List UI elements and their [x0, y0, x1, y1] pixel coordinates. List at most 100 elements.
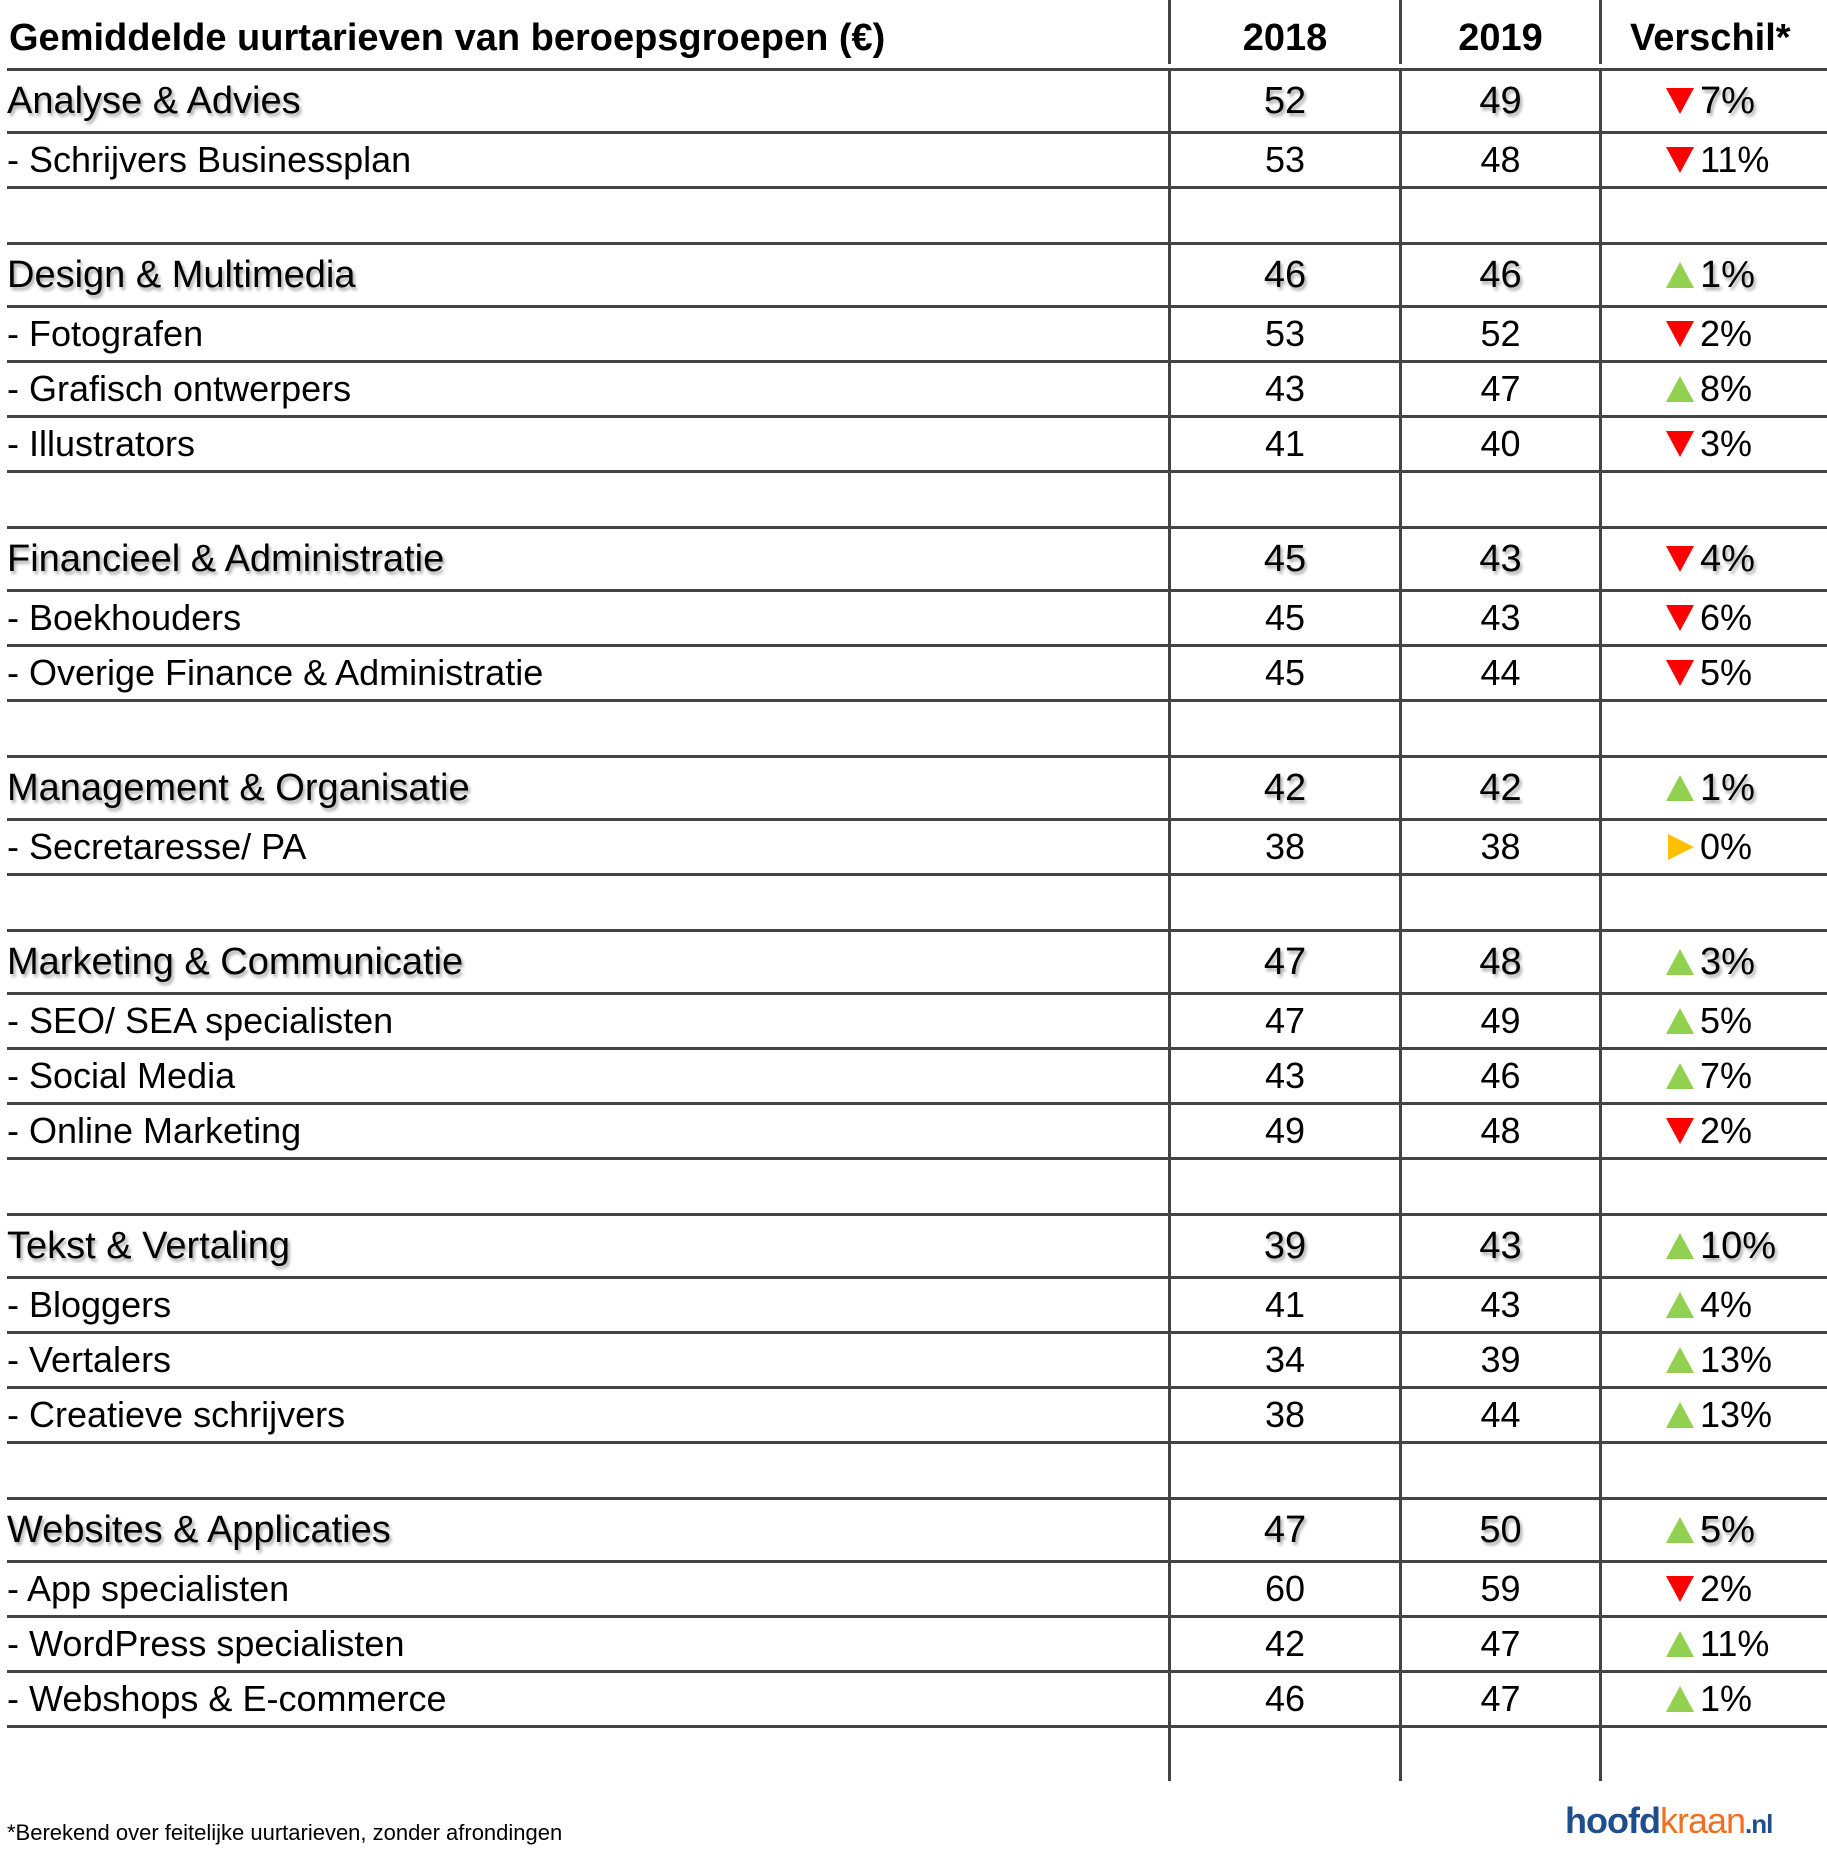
group-row: Tekst & Vertaling 39 43 10% [7, 1216, 1827, 1279]
row-label: Marketing & Communicatie [7, 940, 464, 983]
value-2018: 53 [1168, 308, 1399, 360]
value-2018: 49 [1168, 1105, 1399, 1157]
triangle-up-icon [1666, 1008, 1694, 1034]
difference-cell: 2% [1599, 1563, 1827, 1615]
group-row: Marketing & Communicatie 47 48 3% [7, 932, 1827, 995]
spacer-row [7, 876, 1827, 932]
difference-value: 5% [1700, 652, 1753, 693]
value-2018: 52 [1168, 71, 1399, 131]
value-2018: 42 [1168, 1618, 1399, 1670]
value-2018: 34 [1168, 1334, 1399, 1386]
value-2019: 47 [1399, 363, 1599, 415]
triangle-down-icon [1666, 1576, 1694, 1602]
value-2019: 43 [1399, 592, 1599, 644]
value-2019: 44 [1399, 1389, 1599, 1441]
difference-value: 1% [1700, 1678, 1753, 1719]
row-label: - Illustrators [7, 423, 196, 464]
value-2019: 52 [1399, 308, 1599, 360]
difference-cell: 13% [1599, 1334, 1827, 1386]
difference-cell: 1% [1599, 245, 1827, 305]
difference-cell: 4% [1599, 529, 1827, 589]
value-2019: 42 [1399, 758, 1599, 818]
hoofdkraan-logo[interactable]: hoofdkraan.nl [1565, 1800, 1773, 1841]
footnote: *Berekend over feitelijke uurtarieven, z… [7, 1820, 563, 1845]
value-2019: 44 [1399, 647, 1599, 699]
value-2018: 41 [1168, 1279, 1399, 1331]
spacer-row [7, 702, 1827, 758]
triangle-down-icon [1666, 546, 1694, 572]
table-row: - App specialisten 60 59 2% [7, 1563, 1827, 1618]
group-row: Design & Multimedia 46 46 1% [7, 245, 1827, 308]
row-label: - SEO/ SEA specialisten [7, 1000, 394, 1041]
row-label: - Secretaresse/ PA [7, 826, 307, 867]
difference-cell: 5% [1599, 647, 1827, 699]
triangle-down-icon [1666, 660, 1694, 686]
group-row: Financieel & Administratie 45 43 4% [7, 529, 1827, 592]
value-2019: 48 [1399, 932, 1599, 992]
difference-value: 11% [1700, 1623, 1770, 1664]
row-label: - WordPress specialisten [7, 1623, 405, 1664]
difference-value: 1% [1700, 766, 1755, 809]
difference-value: 3% [1700, 423, 1753, 464]
difference-cell: 1% [1599, 758, 1827, 818]
difference-value: 11% [1700, 139, 1770, 180]
value-2019: 43 [1399, 1216, 1599, 1276]
table-row: - Creatieve schrijvers 38 44 13% [7, 1389, 1827, 1444]
triangle-down-icon [1666, 1118, 1694, 1144]
table-row: - Illustrators 41 40 3% [7, 418, 1827, 473]
difference-value: 5% [1700, 1000, 1753, 1041]
spacer-row [7, 1444, 1827, 1500]
value-2018: 46 [1168, 1673, 1399, 1725]
difference-cell: 7% [1599, 1050, 1827, 1102]
difference-value: 3% [1700, 940, 1755, 983]
value-2018: 38 [1168, 1389, 1399, 1441]
spacer-row [7, 1160, 1827, 1216]
difference-cell: 1% [1599, 1673, 1827, 1725]
value-2018: 42 [1168, 758, 1399, 818]
table-row: - Social Media 43 46 7% [7, 1050, 1827, 1105]
triangle-up-icon [1666, 1402, 1694, 1428]
value-2018: 47 [1168, 995, 1399, 1047]
triangle-up-icon [1666, 775, 1694, 801]
value-2018: 47 [1168, 1500, 1399, 1560]
row-label: - Bloggers [7, 1284, 172, 1325]
triangle-down-icon [1666, 88, 1694, 114]
difference-value: 2% [1700, 1110, 1753, 1151]
table-row: - Webshops & E-commerce 46 47 1% [7, 1673, 1827, 1728]
difference-value: 8% [1700, 368, 1753, 409]
value-2019: 48 [1399, 134, 1599, 186]
table-row: - Online Marketing 49 48 2% [7, 1105, 1827, 1160]
triangle-up-icon [1666, 376, 1694, 402]
difference-cell: 13% [1599, 1389, 1827, 1441]
difference-value: 10% [1700, 1224, 1777, 1267]
difference-value: 2% [1700, 1568, 1753, 1609]
difference-value: 5% [1700, 1508, 1755, 1551]
difference-cell: 11% [1599, 1618, 1827, 1670]
difference-value: 13% [1700, 1339, 1773, 1380]
value-2019: 47 [1399, 1673, 1599, 1725]
column-header-difference: Verschil* [1599, 0, 1827, 64]
triangle-up-icon [1666, 1347, 1694, 1373]
row-label: Design & Multimedia [7, 253, 356, 296]
difference-value: 6% [1700, 597, 1753, 638]
value-2019: 59 [1399, 1563, 1599, 1615]
difference-cell: 4% [1599, 1279, 1827, 1331]
value-2018: 43 [1168, 363, 1399, 415]
value-2019: 43 [1399, 1279, 1599, 1331]
difference-cell: 2% [1599, 308, 1827, 360]
table-row: - Grafisch ontwerpers 43 47 8% [7, 363, 1827, 418]
column-header-2019: 2019 [1399, 0, 1599, 64]
row-label: - Schrijvers Businessplan [7, 139, 412, 180]
value-2019: 50 [1399, 1500, 1599, 1560]
row-label: - Boekhouders [7, 597, 242, 638]
value-2018: 46 [1168, 245, 1399, 305]
group-row: Management & Organisatie 42 42 1% [7, 758, 1827, 821]
triangle-up-icon [1666, 1233, 1694, 1259]
triangle-up-icon [1666, 262, 1694, 288]
rates-table: Gemiddelde uurtarieven van beroepsgroepe… [7, 0, 1827, 1781]
row-label: - Fotografen [7, 313, 204, 354]
difference-cell: 3% [1599, 932, 1827, 992]
difference-cell: 5% [1599, 995, 1827, 1047]
difference-cell: 3% [1599, 418, 1827, 470]
triangle-up-icon [1666, 1517, 1694, 1543]
